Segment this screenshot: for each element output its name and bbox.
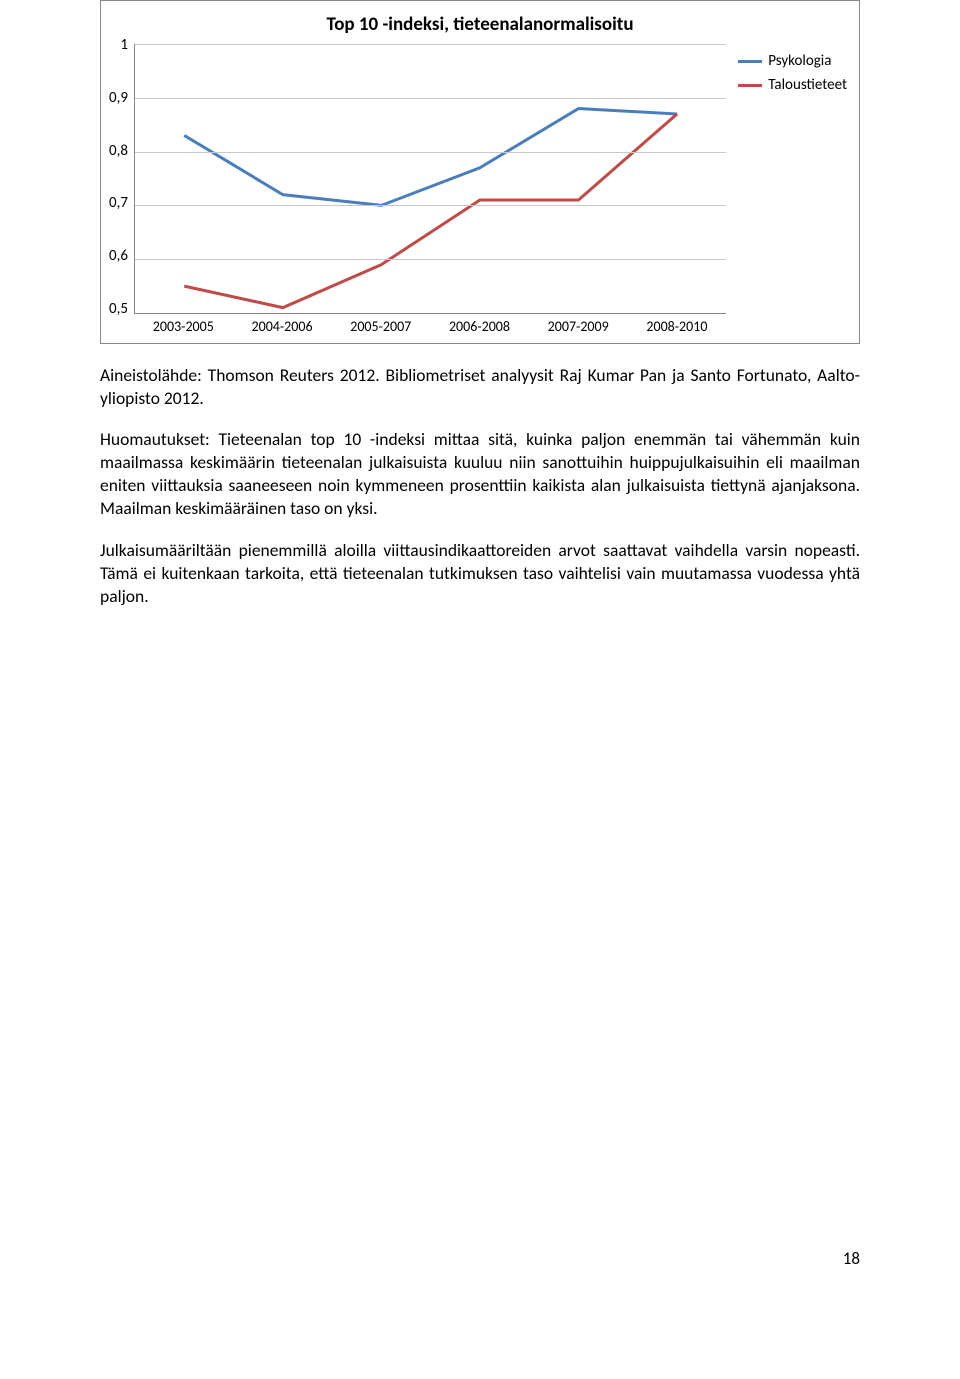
x-tick: 2004-2006 (233, 318, 332, 335)
page-number: 18 (100, 1248, 860, 1269)
x-tick: 2008-2010 (628, 318, 727, 335)
source-paragraph: Aineistolähde: Thomson Reuters 2012. Bib… (100, 364, 860, 410)
legend-label: Psykologia (768, 52, 831, 70)
legend-swatch (738, 84, 762, 87)
document-page: Top 10 -indeksi, tieteenalanormalisoitu … (0, 0, 960, 1309)
gridline (135, 44, 726, 45)
x-axis: 2003-2005 2004-2006 2005-2007 2006-2008 … (134, 314, 726, 335)
x-tick: 2005-2007 (331, 318, 430, 335)
chart-legend: Psykologia Taloustieteet (726, 44, 851, 100)
legend-item: Taloustieteet (738, 76, 847, 94)
notes-paragraph: Huomautukset: Tieteenalan top 10 -indeks… (100, 428, 860, 520)
plot-area (134, 44, 726, 314)
x-tick: 2003-2005 (134, 318, 233, 335)
source-prefix: Aineistolähde: Thomson Reuters 2012. (100, 364, 386, 386)
legend-swatch (738, 60, 762, 63)
chart-body: 1 0,9 0,8 0,7 0,6 0,5 2003-2005 2004-200… (109, 44, 851, 335)
x-tick: 2007-2009 (529, 318, 628, 335)
gridline (135, 152, 726, 153)
series-line (184, 114, 677, 308)
gridline (135, 259, 726, 260)
y-tick: 0,8 (109, 142, 128, 160)
x-tick: 2006-2008 (430, 318, 529, 335)
gridline (135, 205, 726, 206)
chart-title: Top 10 -indeksi, tieteenalanormalisoitu (109, 13, 851, 36)
series-line (184, 109, 677, 206)
y-tick: 0,7 (109, 194, 128, 212)
y-axis: 1 0,9 0,8 0,7 0,6 0,5 (109, 36, 134, 318)
legend-label: Taloustieteet (768, 76, 847, 94)
gridline (135, 98, 726, 99)
y-tick: 0,5 (109, 300, 128, 318)
caveat-paragraph: Julkaisumääriltään pienemmillä aloilla v… (100, 539, 860, 608)
y-tick: 1 (120, 36, 128, 54)
chart-container: Top 10 -indeksi, tieteenalanormalisoitu … (100, 0, 860, 344)
y-tick: 0,6 (109, 247, 128, 265)
chart-lines (135, 44, 726, 313)
legend-item: Psykologia (738, 52, 847, 70)
plot-wrap: 2003-2005 2004-2006 2005-2007 2006-2008 … (134, 44, 726, 335)
y-tick: 0,9 (109, 89, 128, 107)
